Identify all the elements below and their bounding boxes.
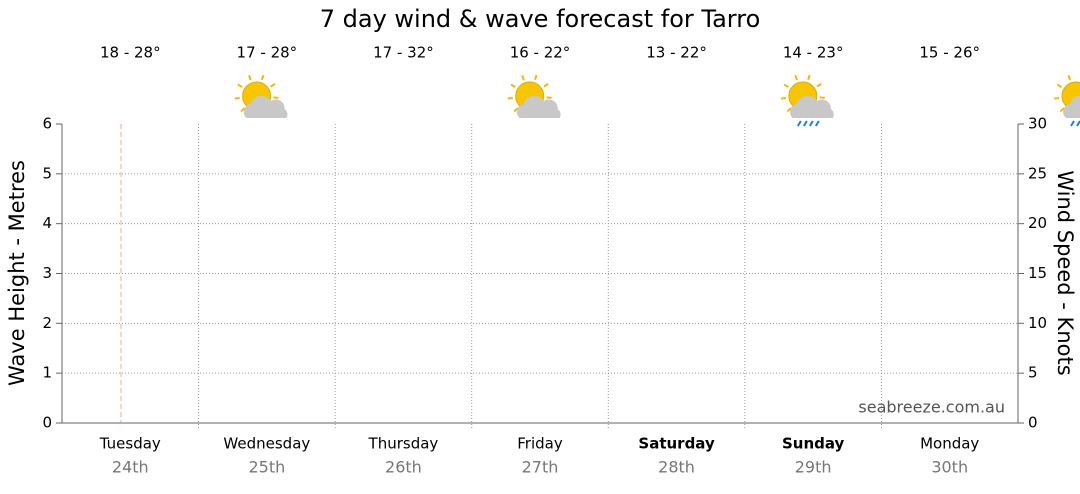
sun-ray [781,98,786,99]
watermark: seabreeze.com.au [858,398,1005,417]
sun-ray [249,75,251,80]
temperature-label: 18 - 28° [100,44,161,62]
date-label: 25th [248,458,285,477]
x-tick-label: Thursday [368,435,439,453]
sun-ray [1054,98,1059,99]
sun-ray [508,98,513,99]
sun-ray [535,75,537,80]
temperature-label: 17 - 32° [373,44,434,62]
y2-tick-label: 25 [1028,164,1047,182]
y-tick-label: 1 [42,364,52,382]
rain-drop [810,121,813,126]
sun-ray [1057,84,1061,87]
date-label: 26th [385,458,422,477]
weather-icon [1054,75,1080,126]
temperature-label: 13 - 22° [646,44,707,62]
rain-drop [798,121,801,126]
date-label: 29th [795,458,832,477]
sun-ray [522,75,524,80]
temperature-label: 17 - 28° [237,44,298,62]
y2-tick-label: 15 [1028,264,1047,282]
sun-ray [511,84,515,87]
x-tick-label: Wednesday [223,435,310,453]
temperature-label: 16 - 22° [510,44,571,62]
date-label: 30th [931,458,968,477]
y-tick-label: 3 [42,264,52,282]
weather-icon [508,75,561,118]
weather-icon [781,75,834,126]
sun-ray [795,75,797,80]
sun-ray [1068,75,1070,80]
y-tick-label: 6 [42,115,52,133]
chart-title: 7 day wind & wave forecast for Tarro [320,5,761,33]
sun-ray [784,84,788,87]
y2-axis-label: Wind Speed - Knots [1053,170,1077,375]
rain-drop [816,121,819,126]
y2-tick-label: 10 [1028,314,1047,332]
rain-drop [804,121,807,126]
sun-ray [271,84,275,87]
sun-ray [817,84,821,87]
x-tick-label: Monday [920,435,979,453]
y-tick-label: 0 [42,414,52,432]
sun-ray [238,84,242,87]
sun-ray [235,98,240,99]
date-label: 24th [112,458,149,477]
y-tick-label: 4 [42,214,52,232]
x-tick-label: Sunday [782,435,845,453]
weather-icon [235,75,288,118]
rain-drop [1071,121,1074,126]
y-axis-label: Wave Height - Metres [5,160,29,386]
y-tick-label: 2 [42,314,52,332]
sun-ray [262,75,264,80]
x-tick-label: Friday [517,435,563,453]
y2-tick-label: 20 [1028,214,1047,232]
temperature-label: 15 - 26° [919,44,980,62]
sun-ray [808,75,810,80]
y2-tick-label: 30 [1028,115,1047,133]
date-label: 28th [658,458,695,477]
sun-ray [544,84,548,87]
x-tick-label: Saturday [638,435,715,453]
y-tick-label: 5 [42,164,52,182]
y2-tick-label: 5 [1028,364,1038,382]
x-tick-label: Tuesday [99,435,161,453]
temperature-label: 14 - 23° [783,44,844,62]
date-label: 27th [522,458,559,477]
y2-tick-label: 0 [1028,414,1038,432]
